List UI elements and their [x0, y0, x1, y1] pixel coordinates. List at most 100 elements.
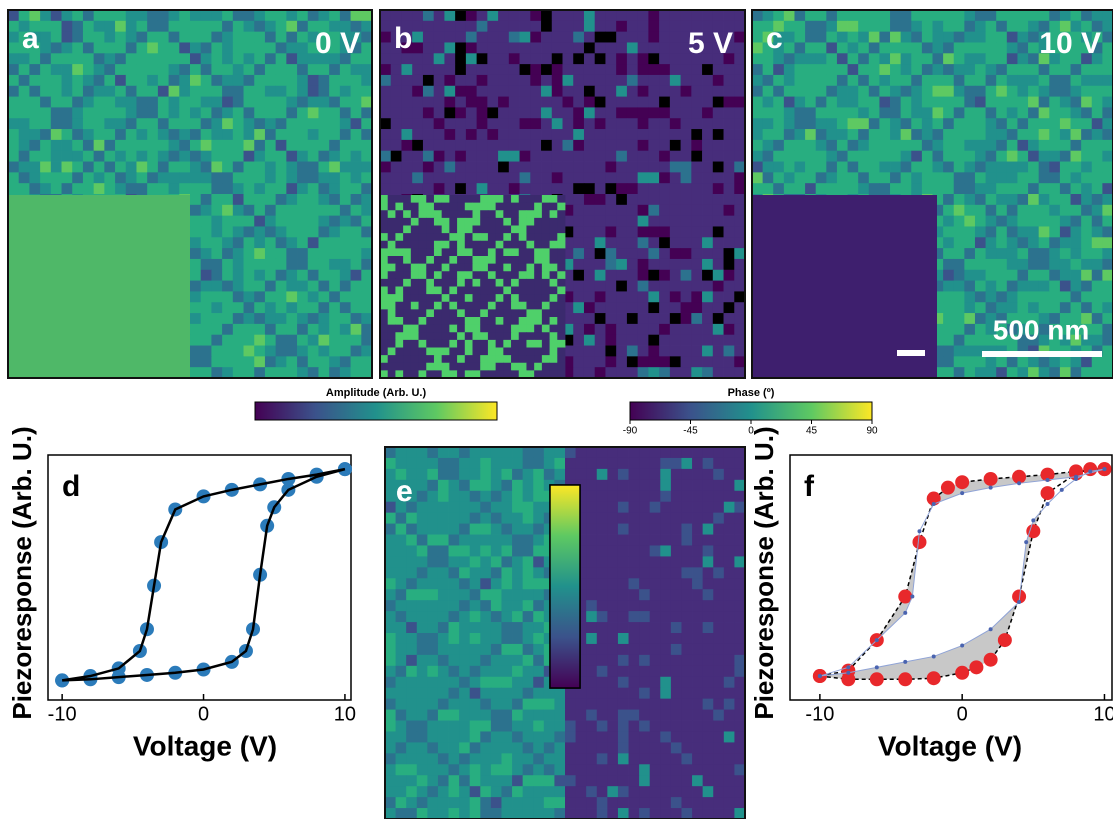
map-pixel — [911, 85, 923, 97]
map-pixel — [702, 215, 714, 227]
map-pixel — [307, 42, 319, 54]
map-pixel — [318, 42, 330, 54]
map-pixel — [1102, 248, 1113, 260]
map-pixel — [457, 233, 466, 242]
map-pixel — [594, 129, 606, 141]
map-pixel — [1038, 53, 1050, 65]
map-pixel — [680, 226, 692, 238]
map-pixel — [254, 204, 266, 217]
map-pixel — [511, 233, 520, 242]
map-pixel — [575, 501, 587, 514]
map-pixel — [222, 313, 234, 325]
map-pixel — [211, 150, 223, 162]
map-pixel — [275, 64, 287, 76]
map-pixel — [211, 194, 223, 206]
map-pixel — [626, 31, 639, 43]
map-pixel — [734, 172, 746, 184]
map-pixel — [232, 139, 244, 152]
map-pixel — [275, 85, 287, 97]
map-pixel — [480, 278, 489, 287]
map-pixel — [953, 248, 965, 260]
map-pixel — [211, 161, 223, 173]
map-pixel — [669, 334, 681, 346]
map-pixel — [339, 53, 351, 65]
map-pixel — [503, 370, 512, 379]
map-pixel — [1070, 183, 1082, 195]
map-pixel — [826, 20, 838, 33]
map-pixel — [93, 118, 105, 130]
map-pixel — [329, 74, 341, 87]
map-pixel — [200, 302, 212, 314]
map-pixel — [752, 118, 764, 130]
map-pixel — [605, 85, 617, 97]
map-pixel — [681, 665, 693, 678]
map-pixel — [40, 20, 52, 33]
map-pixel — [669, 356, 681, 368]
map-pixel — [254, 194, 266, 206]
map-pixel — [996, 150, 1008, 162]
map-pixel — [985, 226, 997, 238]
map-pixel — [681, 698, 693, 710]
map-pixel — [659, 215, 671, 227]
map-pixel — [530, 31, 542, 43]
map-pixel — [410, 225, 419, 234]
map-pixel — [1102, 269, 1113, 281]
map-pixel — [390, 85, 402, 97]
map-pixel — [637, 367, 649, 379]
map-pixel — [522, 468, 534, 481]
map-pixel — [858, 161, 870, 173]
map-pixel — [490, 545, 502, 557]
map-pixel — [472, 210, 481, 219]
map-pixel — [495, 271, 504, 280]
map-pixel — [472, 278, 481, 287]
map-pixel — [200, 42, 212, 54]
map-pixel — [702, 269, 714, 281]
map-pixel — [534, 309, 543, 318]
map-pixel — [469, 501, 481, 514]
map-pixel — [1049, 107, 1061, 119]
map-pixel — [264, 345, 277, 357]
map-pixel — [385, 512, 396, 524]
map-pixel — [533, 556, 545, 568]
map-pixel — [680, 269, 692, 281]
map-pixel — [243, 367, 255, 379]
map-pixel — [1017, 248, 1029, 260]
map-pixel — [72, 139, 84, 152]
map-pixel — [476, 96, 488, 108]
map-pixel — [530, 74, 542, 87]
map-pixel — [441, 217, 450, 226]
map-pixel — [932, 161, 944, 173]
map-pixel — [211, 204, 223, 217]
map-pixel — [455, 96, 467, 108]
map-pixel — [522, 731, 534, 743]
map-pixel — [286, 139, 298, 152]
map-pixel — [495, 309, 504, 318]
map-pixel — [508, 10, 520, 22]
map-pixel — [361, 107, 373, 119]
map-pixel — [426, 324, 435, 333]
map-pixel — [410, 195, 419, 204]
map-pixel — [575, 611, 587, 623]
map-pixel — [495, 263, 504, 272]
map-pixel — [512, 589, 524, 601]
map-pixel — [8, 183, 20, 195]
map-pixel — [1102, 64, 1113, 76]
map-pixel — [681, 611, 693, 623]
map-pixel — [339, 139, 351, 152]
map-pixel — [395, 202, 404, 211]
map-pixel — [448, 534, 460, 546]
map-pixel — [403, 347, 412, 356]
map-pixel — [125, 31, 137, 43]
map-pixel — [815, 118, 827, 130]
map-pixel — [723, 215, 735, 227]
map-pixel — [8, 31, 20, 43]
map-pixel — [932, 64, 944, 76]
map-pixel — [626, 280, 639, 292]
map-pixel — [616, 323, 628, 336]
map-pixel — [773, 129, 785, 141]
map-pixel — [410, 233, 419, 242]
map-pixel — [387, 309, 396, 318]
map-pixel — [1070, 226, 1082, 238]
map-pixel — [441, 240, 450, 249]
map-pixel — [472, 217, 481, 226]
